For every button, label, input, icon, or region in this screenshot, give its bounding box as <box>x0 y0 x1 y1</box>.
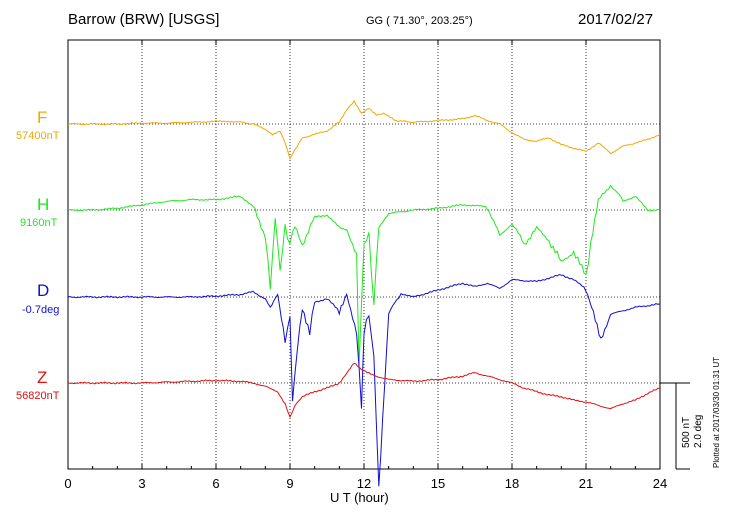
baseline-f: 57400nT <box>16 130 60 142</box>
x-axis-label: U T (hour) <box>330 490 389 505</box>
station-title: Barrow (BRW) [USGS] <box>68 11 220 28</box>
scale-label-nt: 500 nT <box>681 416 692 448</box>
grid-lines <box>141 40 587 469</box>
baseline-h: 9160nT <box>20 217 58 229</box>
scale-bar <box>660 382 690 470</box>
x-tick-label: 9 <box>286 476 293 491</box>
series-label-f: F <box>37 108 48 127</box>
series-label-h: H <box>37 195 50 214</box>
plotted-timestamp: Plotted at 2017/03/30 01:31 UT <box>712 356 721 468</box>
x-tick-label: 24 <box>653 476 667 491</box>
baseline-z: 56820nT <box>16 390 60 402</box>
series-line-f <box>67 99 661 161</box>
series-label-z: Z <box>37 368 48 387</box>
baseline-d: -0.7deg <box>22 304 60 316</box>
scale-label-deg: 2.0 deg <box>693 414 704 448</box>
x-tick-label: 15 <box>431 476 445 491</box>
series-line-z <box>67 362 661 419</box>
x-tick-label: 18 <box>505 476 519 491</box>
series-traces <box>67 99 661 487</box>
series-line-d <box>67 273 661 487</box>
series-label-d: D <box>37 281 50 300</box>
x-tick-label: 6 <box>212 476 219 491</box>
geo-coordinates: GG ( 71.30°, 203.25°) <box>366 15 473 27</box>
x-tick-label: 12 <box>357 476 371 491</box>
date-label: 2017/02/27 <box>578 11 654 28</box>
x-tick-label: 0 <box>64 476 71 491</box>
x-tick-label: 3 <box>138 476 145 491</box>
series-line-h <box>67 184 661 365</box>
x-ticks: 0 3 6 9 12 15 18 21 24 <box>64 40 667 491</box>
x-tick-label: 21 <box>579 476 593 491</box>
